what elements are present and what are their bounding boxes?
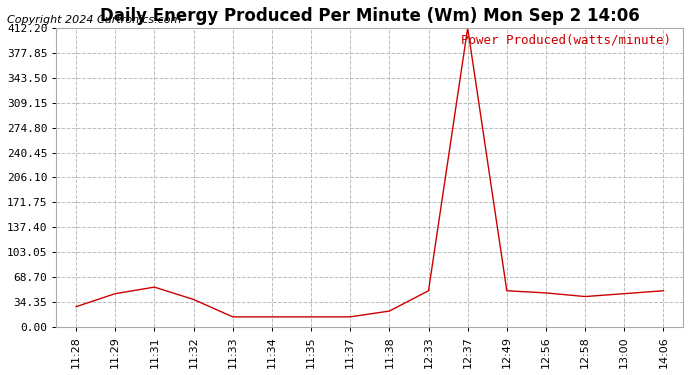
Text: Power Produced(watts/minute): Power Produced(watts/minute): [460, 34, 671, 47]
Title: Daily Energy Produced Per Minute (Wm) Mon Sep 2 14:06: Daily Energy Produced Per Minute (Wm) Mo…: [100, 7, 640, 25]
Text: Copyright 2024 Curtronics.com: Copyright 2024 Curtronics.com: [7, 15, 181, 25]
